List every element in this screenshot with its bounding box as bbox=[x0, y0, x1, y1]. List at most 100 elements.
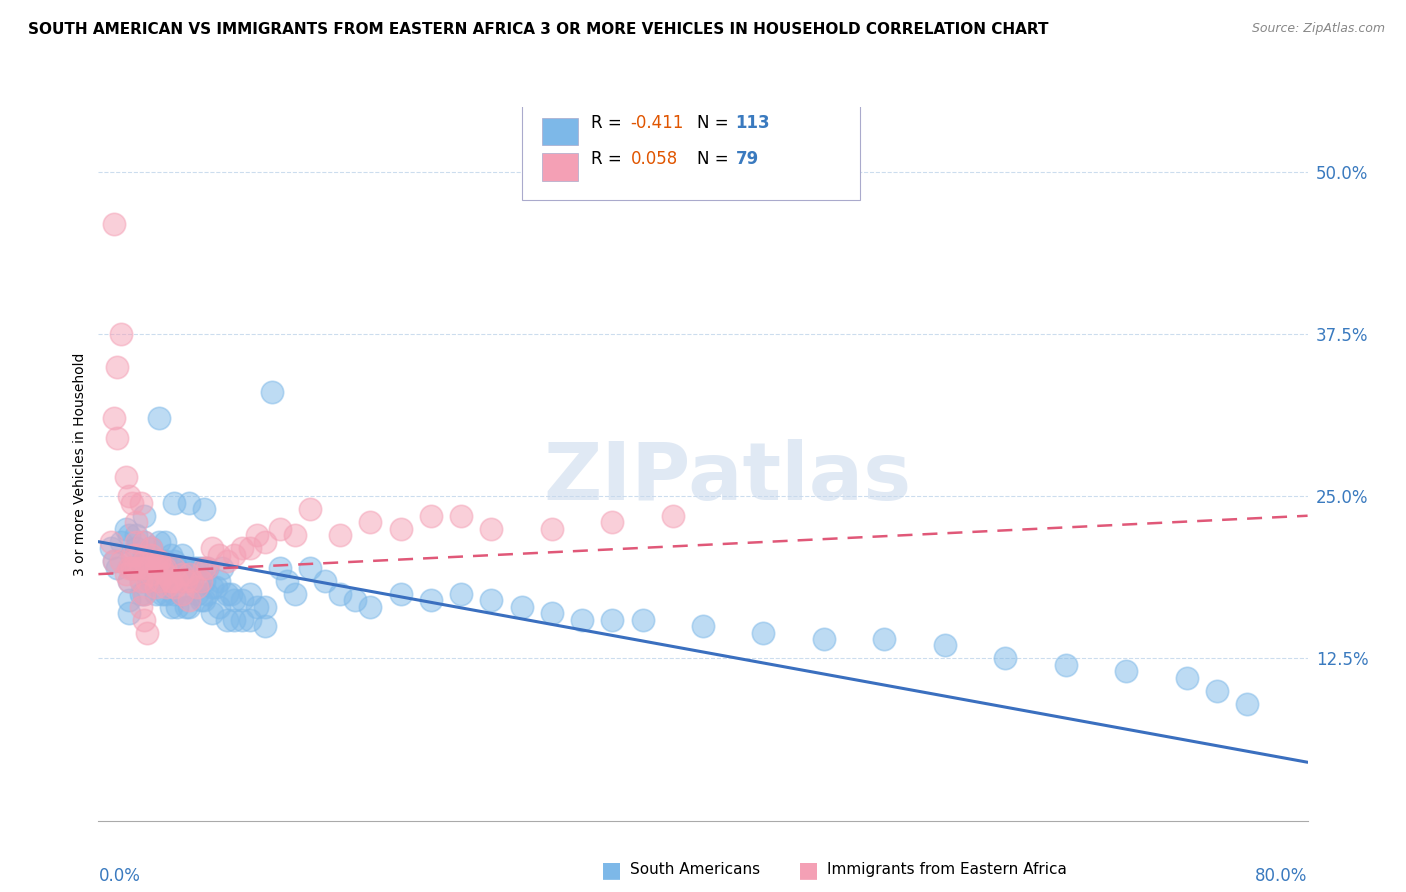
Point bbox=[103, 554, 125, 568]
Point bbox=[160, 599, 183, 614]
Text: 80.0%: 80.0% bbox=[1256, 867, 1308, 885]
Point bbox=[195, 560, 218, 574]
Point bbox=[132, 554, 155, 568]
Point bbox=[166, 574, 188, 588]
Point bbox=[215, 613, 238, 627]
Point bbox=[103, 411, 125, 425]
Point bbox=[193, 593, 215, 607]
Point bbox=[231, 541, 253, 556]
Point bbox=[314, 574, 336, 588]
Point bbox=[239, 613, 262, 627]
Point bbox=[284, 528, 307, 542]
FancyBboxPatch shape bbox=[543, 118, 578, 145]
Point bbox=[103, 554, 125, 568]
Point bbox=[1206, 684, 1229, 698]
Point bbox=[153, 567, 176, 582]
Point bbox=[540, 606, 562, 620]
Point bbox=[246, 528, 269, 542]
Point bbox=[329, 586, 352, 600]
Text: Immigrants from Eastern Africa: Immigrants from Eastern Africa bbox=[827, 863, 1067, 877]
Point bbox=[813, 632, 835, 646]
Point bbox=[114, 470, 136, 484]
Text: R =: R = bbox=[591, 114, 627, 132]
Text: 0.0%: 0.0% bbox=[98, 867, 141, 885]
Point bbox=[155, 580, 177, 594]
Point bbox=[389, 586, 412, 600]
Point bbox=[269, 560, 291, 574]
Text: 0.058: 0.058 bbox=[630, 150, 678, 168]
Point bbox=[153, 554, 176, 568]
Text: South Americans: South Americans bbox=[630, 863, 761, 877]
Point bbox=[344, 593, 367, 607]
Point bbox=[145, 580, 167, 594]
Point bbox=[148, 574, 170, 588]
Text: ■: ■ bbox=[602, 860, 621, 880]
Point bbox=[692, 619, 714, 633]
Point bbox=[155, 586, 177, 600]
Point bbox=[190, 574, 212, 588]
Point bbox=[193, 502, 215, 516]
Point bbox=[132, 586, 155, 600]
Point bbox=[239, 541, 262, 556]
Point bbox=[246, 599, 269, 614]
Point bbox=[170, 586, 193, 600]
Point bbox=[100, 534, 122, 549]
Point bbox=[148, 554, 170, 568]
Point bbox=[994, 651, 1017, 665]
Point bbox=[602, 515, 624, 529]
Point bbox=[174, 574, 197, 588]
Text: 113: 113 bbox=[735, 114, 770, 132]
Point bbox=[150, 586, 173, 600]
Point bbox=[121, 548, 143, 562]
Point bbox=[110, 327, 132, 342]
Point bbox=[179, 496, 201, 510]
Point bbox=[262, 385, 284, 400]
Point bbox=[148, 554, 170, 568]
Point bbox=[103, 217, 125, 231]
Point bbox=[571, 613, 593, 627]
Point bbox=[125, 528, 148, 542]
Point bbox=[201, 606, 224, 620]
Text: R =: R = bbox=[591, 150, 627, 168]
Point bbox=[145, 560, 167, 574]
Point bbox=[329, 528, 352, 542]
Point bbox=[183, 560, 205, 574]
Point bbox=[193, 560, 215, 574]
Point bbox=[105, 431, 128, 445]
Point bbox=[179, 567, 201, 582]
Point bbox=[155, 567, 177, 582]
Point bbox=[153, 560, 176, 574]
Point bbox=[125, 541, 148, 556]
Point bbox=[205, 580, 228, 594]
Point bbox=[284, 586, 307, 600]
Point bbox=[186, 580, 208, 594]
Point bbox=[118, 489, 141, 503]
Point bbox=[145, 554, 167, 568]
Point bbox=[224, 548, 246, 562]
Point bbox=[145, 586, 167, 600]
Point bbox=[105, 560, 128, 574]
Point bbox=[231, 593, 253, 607]
Point bbox=[163, 586, 186, 600]
Point bbox=[129, 574, 152, 588]
Point bbox=[420, 593, 443, 607]
Point bbox=[118, 574, 141, 588]
Text: ZIPatlas: ZIPatlas bbox=[543, 439, 911, 517]
Point bbox=[153, 534, 176, 549]
Point bbox=[114, 567, 136, 582]
Point bbox=[125, 515, 148, 529]
Point bbox=[132, 560, 155, 574]
Point bbox=[150, 560, 173, 574]
Point bbox=[129, 586, 152, 600]
Point bbox=[1175, 671, 1198, 685]
Point bbox=[193, 574, 215, 588]
Point bbox=[181, 574, 204, 588]
Point bbox=[201, 541, 224, 556]
Point bbox=[873, 632, 896, 646]
Point bbox=[150, 560, 173, 574]
Point bbox=[148, 534, 170, 549]
Point bbox=[163, 580, 186, 594]
Point bbox=[224, 593, 246, 607]
Point bbox=[662, 508, 685, 523]
Point bbox=[132, 508, 155, 523]
